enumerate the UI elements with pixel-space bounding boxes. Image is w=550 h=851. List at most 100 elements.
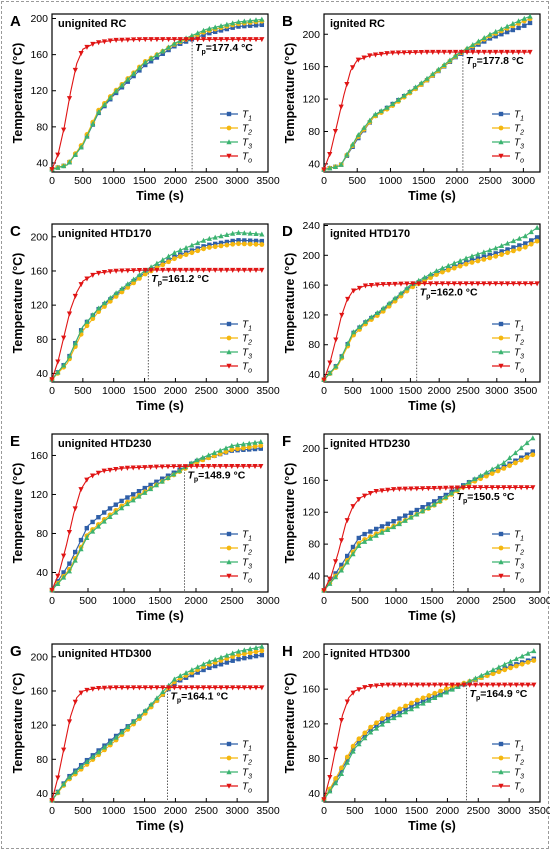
marker-t3 xyxy=(469,253,475,259)
marker-t3 xyxy=(356,741,362,747)
x-tick-label: 2000 xyxy=(164,385,188,397)
marker-t3 xyxy=(512,450,518,456)
marker-to xyxy=(84,477,90,483)
marker-t3 xyxy=(131,718,137,724)
marker-to xyxy=(391,682,397,688)
marker-to xyxy=(518,485,524,491)
marker-t3 xyxy=(439,265,445,271)
marker-to xyxy=(431,486,437,492)
marker-to xyxy=(240,463,246,469)
marker-to xyxy=(78,282,84,288)
marker-t3 xyxy=(467,678,473,684)
marker-to xyxy=(327,576,333,582)
marker-to xyxy=(171,685,177,691)
panel-letter: F xyxy=(282,433,291,450)
y-axis-label: Temperature (°C) xyxy=(283,253,297,354)
tp-annotation: Tp=164.9 °C xyxy=(470,688,528,702)
marker-t2 xyxy=(246,444,252,450)
marker-to xyxy=(66,96,73,102)
marker-to xyxy=(66,529,72,535)
marker-t3 xyxy=(160,689,166,695)
marker-to xyxy=(136,685,143,691)
marker-to xyxy=(211,463,217,469)
marker-t1 xyxy=(487,36,493,41)
marker-t2 xyxy=(445,267,451,273)
marker-t2 xyxy=(258,443,264,449)
legend-marker-t1 xyxy=(498,321,504,327)
marker-t1 xyxy=(247,23,253,28)
legend-label-t3: T3 xyxy=(514,138,524,151)
marker-to xyxy=(160,267,166,273)
series-markers-t1 xyxy=(321,449,535,593)
marker-t3 xyxy=(435,66,442,72)
y-tick-label: 40 xyxy=(308,788,320,800)
marker-t3 xyxy=(472,675,479,681)
marker-to xyxy=(61,335,67,341)
marker-t2 xyxy=(252,444,258,449)
y-tick-label: 80 xyxy=(36,334,48,346)
marker-to xyxy=(113,685,119,691)
marker-t2 xyxy=(224,242,230,248)
x-tick-label: 0 xyxy=(49,805,55,817)
marker-t3 xyxy=(259,16,265,22)
y-tick-label: 160 xyxy=(302,475,320,487)
marker-t3 xyxy=(327,165,333,171)
marker-to xyxy=(403,682,409,688)
legend-label-t2: T2 xyxy=(242,754,252,767)
legend-label-t3: T3 xyxy=(242,558,252,571)
x-tick-label: 0 xyxy=(321,805,327,817)
x-tick-label: 2500 xyxy=(195,805,219,817)
legend-marker-t2 xyxy=(498,335,504,341)
series-markers-t3 xyxy=(321,13,533,172)
marker-to xyxy=(107,38,113,44)
marker-to xyxy=(125,268,131,274)
marker-to xyxy=(437,682,444,688)
series-markers-t1 xyxy=(49,652,265,803)
marker-t3 xyxy=(466,479,472,485)
y-axis-label: Temperature (°C) xyxy=(283,673,297,774)
marker-t3 xyxy=(528,229,534,235)
marker-t3 xyxy=(171,40,177,46)
marker-t3 xyxy=(113,734,119,740)
marker-to xyxy=(510,49,516,55)
marker-to xyxy=(507,682,514,688)
marker-t3 xyxy=(230,230,236,236)
marker-t3 xyxy=(327,370,333,376)
marker-t3 xyxy=(362,538,368,544)
marker-t3 xyxy=(84,133,90,139)
x-axis-label: Time (s) xyxy=(408,609,456,623)
marker-t3 xyxy=(200,237,207,243)
marker-t3 xyxy=(374,310,380,316)
marker-t1 xyxy=(385,521,390,527)
marker-to xyxy=(361,55,367,61)
marker-t2 xyxy=(374,720,379,726)
marker-to xyxy=(507,485,513,491)
marker-t3 xyxy=(502,661,508,667)
marker-t3 xyxy=(90,754,96,760)
marker-t3 xyxy=(107,295,113,301)
marker-t2 xyxy=(513,460,518,466)
marker-to xyxy=(344,82,350,88)
x-tick-label: 3500 xyxy=(256,175,280,187)
marker-t3 xyxy=(396,521,402,527)
marker-to xyxy=(259,685,265,691)
marker-to xyxy=(484,682,490,688)
marker-t2 xyxy=(385,712,391,718)
marker-t3 xyxy=(119,505,125,511)
marker-t1 xyxy=(379,524,385,529)
marker-to xyxy=(467,682,473,688)
marker-t3 xyxy=(160,48,166,54)
marker-t3 xyxy=(490,667,496,673)
marker-to xyxy=(247,37,253,43)
marker-t1 xyxy=(125,79,130,84)
marker-to xyxy=(333,746,339,752)
marker-t3 xyxy=(516,235,522,241)
marker-t3 xyxy=(333,363,339,369)
marker-t2 xyxy=(499,252,504,257)
marker-t3 xyxy=(247,17,253,23)
y-tick-label: 120 xyxy=(30,85,48,97)
x-tick-label: 500 xyxy=(351,595,369,607)
marker-to xyxy=(235,685,242,691)
